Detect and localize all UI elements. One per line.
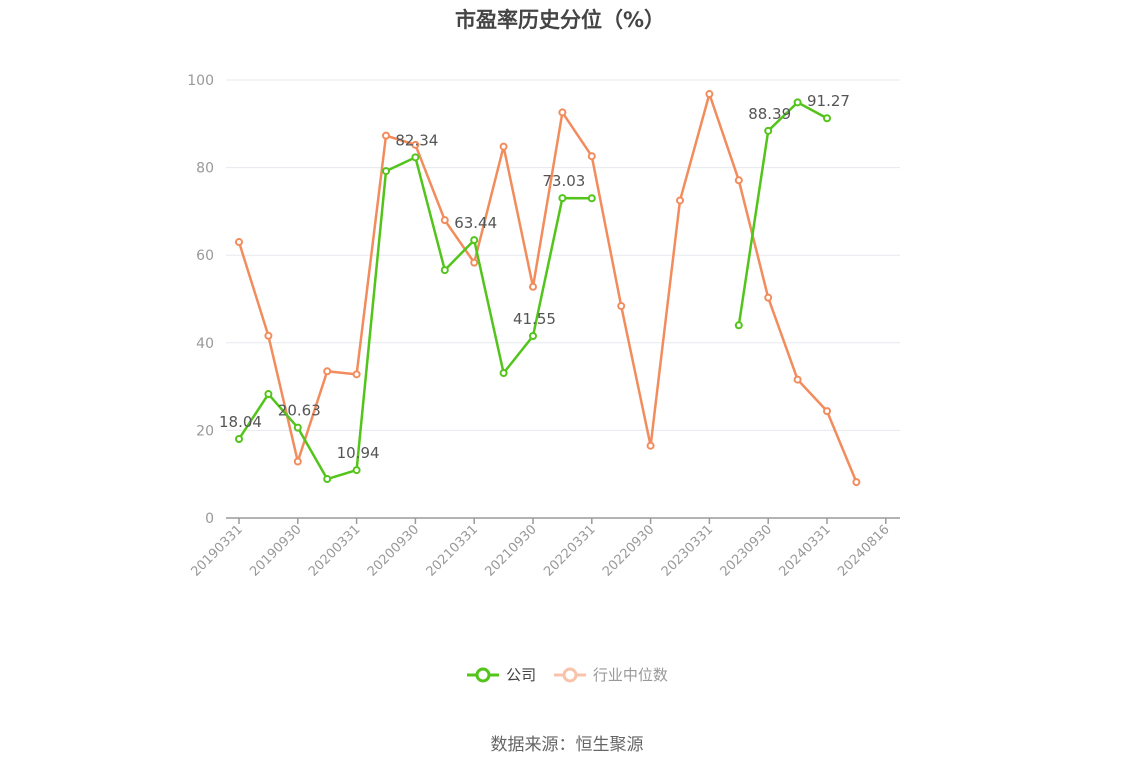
data-label: 10.94 — [337, 444, 380, 462]
data-point-company[interactable] — [558, 194, 567, 203]
y-tick-label: 80 — [196, 161, 214, 177]
legend-line-icon — [467, 667, 500, 682]
data-point-company[interactable] — [764, 126, 773, 135]
data-point-industry[interactable] — [793, 375, 802, 384]
chart-title: 市盈率历史分位（%） — [454, 8, 666, 32]
data-label: 41.55 — [513, 310, 556, 328]
series-line-company — [737, 101, 828, 326]
data-label: 20.63 — [278, 402, 321, 420]
legend-line-icon — [553, 667, 586, 682]
data-point-industry[interactable] — [558, 108, 567, 117]
legend: 公司 行业中位数 — [0, 664, 1134, 687]
data-point-company[interactable] — [264, 390, 273, 399]
data-point-company[interactable] — [587, 194, 596, 203]
data-point-company[interactable] — [411, 153, 420, 162]
data-label: 82.34 — [395, 131, 438, 149]
data-point-company[interactable] — [235, 434, 243, 443]
data-point-industry[interactable] — [352, 370, 361, 379]
data-point-company[interactable] — [793, 98, 802, 107]
data-point-industry[interactable] — [293, 457, 302, 466]
x-tick-label: 20200930 — [365, 522, 422, 579]
data-label: 73.03 — [542, 172, 585, 190]
data-label: 63.44 — [454, 214, 497, 232]
data-point-company[interactable] — [470, 236, 479, 245]
data-point-industry[interactable] — [264, 331, 273, 340]
data-point-industry[interactable] — [764, 293, 773, 302]
data-point-company[interactable] — [499, 369, 508, 378]
series-lines — [235, 90, 861, 487]
data-point-industry[interactable] — [382, 131, 390, 140]
data-point-company[interactable] — [734, 321, 743, 330]
x-tick-label: 20240816 — [835, 522, 892, 579]
x-tick-label: 20190930 — [247, 522, 304, 579]
data-point-industry[interactable] — [440, 216, 449, 225]
x-tick-label: 20220930 — [600, 522, 657, 579]
data-point-industry[interactable] — [823, 407, 831, 416]
y-tick-label: 100 — [187, 73, 214, 89]
data-point-industry[interactable] — [411, 140, 420, 149]
data-point-industry[interactable] — [499, 142, 508, 151]
x-tick-label: 20240331 — [776, 522, 833, 579]
data-point-industry[interactable] — [617, 302, 626, 311]
data-point-industry[interactable] — [529, 282, 537, 291]
x-axis: 20190331 20190930 20200331 20200930 20210331… — [188, 517, 900, 580]
data-label: 91.27 — [807, 92, 850, 110]
data-point-industry[interactable] — [235, 238, 243, 247]
x-tick-label: 20210930 — [482, 522, 539, 579]
y-tick-label: 20 — [196, 423, 214, 439]
data-point-industry[interactable] — [470, 258, 479, 267]
data-point-company[interactable] — [529, 332, 537, 341]
legend-item-company[interactable]: 公司 — [466, 664, 536, 685]
data-point-industry[interactable] — [852, 478, 861, 487]
data-point-industry[interactable] — [323, 367, 332, 376]
data-point-industry[interactable] — [646, 441, 655, 450]
y-tick-label: 60 — [196, 248, 214, 264]
data-point-company[interactable] — [440, 266, 449, 275]
x-tick-label: 20200331 — [306, 522, 363, 579]
grid-lines: 0 20 40 60 80 100 — [187, 73, 900, 527]
y-tick-label: 0 — [205, 511, 214, 527]
data-point-industry[interactable] — [676, 196, 684, 205]
data-labels: 18.04 20.63 10.94 82.34 63.44 41.55 73.03 88.39… — [219, 92, 850, 462]
data-point-industry[interactable] — [587, 152, 596, 161]
data-point-company[interactable] — [293, 423, 302, 432]
data-point-company[interactable] — [823, 114, 831, 123]
data-point-company[interactable] — [382, 167, 390, 176]
data-source: 数据来源：恒生聚源 — [490, 735, 644, 755]
legend-label-company: 公司 — [506, 666, 537, 684]
x-tick-label: 20220331 — [541, 522, 598, 579]
data-point-company[interactable] — [323, 475, 332, 484]
legend-item-industry[interactable]: 行业中位数 — [553, 664, 668, 685]
data-point-company[interactable] — [352, 466, 361, 475]
x-tick-label: 20230930 — [718, 522, 775, 579]
series-line-industry — [237, 92, 858, 483]
data-point-industry[interactable] — [734, 176, 743, 185]
legend-label-industry: 行业中位数 — [592, 666, 668, 684]
data-label: 88.39 — [748, 105, 791, 123]
x-tick-label: 20190331 — [188, 522, 245, 579]
x-tick-label: 20230331 — [659, 522, 716, 579]
data-label: 18.04 — [219, 413, 262, 431]
y-tick-label: 40 — [196, 336, 214, 352]
data-point-industry[interactable] — [705, 90, 714, 99]
x-tick-label: 20210331 — [424, 522, 481, 579]
